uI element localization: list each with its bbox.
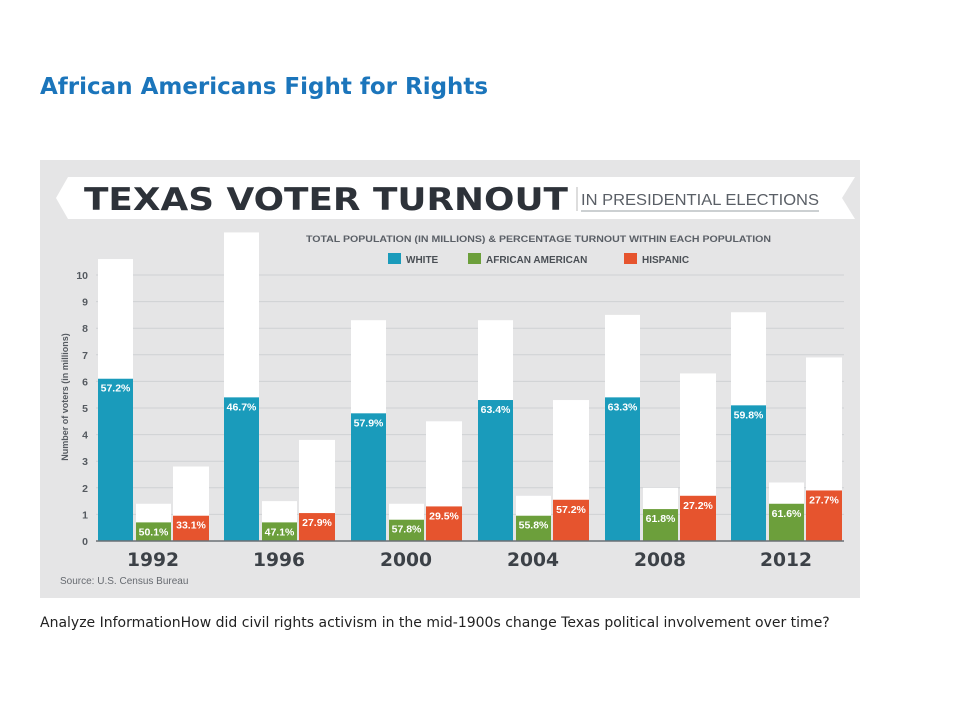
voter-bar	[605, 397, 640, 541]
chart-title-suffix: IN PRESIDENTIAL ELECTIONS	[581, 192, 819, 209]
legend-label: HISPANIC	[642, 255, 689, 266]
legend-swatch	[468, 253, 481, 264]
voter-bar	[478, 400, 513, 541]
y-tick-label: 9	[82, 297, 88, 309]
y-tick-label: 4	[82, 430, 88, 442]
voter-bar	[643, 509, 678, 541]
turnout-label: 33.1%	[176, 520, 206, 532]
title-banner	[56, 177, 855, 219]
chart-title: TEXAS VOTER TURNOUT	[84, 182, 568, 218]
turnout-label: 55.8%	[519, 520, 549, 532]
turnout-label: 59.8%	[734, 409, 764, 421]
turnout-label: 29.5%	[429, 510, 459, 522]
voter-bar	[426, 506, 462, 541]
legend-label: AFRICAN AMERICAN	[486, 255, 587, 266]
voter-bar	[389, 519, 424, 541]
turnout-label: 47.1%	[265, 526, 295, 538]
turnout-label: 27.2%	[683, 500, 713, 512]
y-tick-label: 2	[82, 483, 88, 495]
turnout-label: 57.2%	[556, 504, 586, 516]
voter-bar	[731, 405, 766, 541]
y-tick-label: 0	[82, 536, 88, 548]
voter-bar	[299, 513, 335, 541]
caption: Analyze InformationHow did civil rights …	[40, 615, 830, 631]
chart-subtitle: TOTAL POPULATION (IN MILLIONS) & PERCENT…	[306, 234, 771, 245]
voter-bar	[553, 499, 589, 541]
x-tick-label: 1996	[253, 549, 305, 571]
turnout-label: 61.8%	[646, 513, 676, 525]
voter-bar	[351, 413, 386, 541]
source-note: Source: U.S. Census Bureau	[60, 576, 188, 587]
turnout-label: 57.2%	[101, 383, 131, 395]
turnout-label: 57.9%	[354, 417, 384, 429]
bars: 57.2% 50.1% 33.1% 46.7% 47.1% 27.9% 57.9% 57.8%…	[98, 232, 842, 541]
legend-label: WHITE	[406, 255, 439, 266]
voter-turnout-chart: TEXAS VOTER TURNOUT IN PRESIDENTIAL ELEC…	[40, 160, 860, 598]
legend-swatch	[388, 253, 401, 264]
x-tick-label: 2008	[634, 549, 686, 571]
turnout-label: 61.6%	[772, 508, 802, 520]
y-tick-label: 10	[76, 270, 88, 282]
voter-bar	[806, 490, 842, 541]
voter-bar	[224, 397, 259, 541]
legend-swatch	[624, 253, 637, 264]
chart-svg: TEXAS VOTER TURNOUT IN PRESIDENTIAL ELEC…	[40, 160, 860, 598]
voter-bar	[769, 503, 804, 541]
legend: WHITE AFRICAN AMERICAN HISPANIC	[388, 253, 689, 266]
y-axis-label: Number of voters (in millions)	[60, 333, 70, 461]
y-tick-label: 3	[82, 456, 88, 468]
voter-bar	[173, 515, 209, 541]
turnout-label: 50.1%	[139, 526, 169, 538]
y-tick-label: 8	[82, 323, 88, 335]
y-axis: 0 1 2 3 4 5 6 7 8 9 10	[76, 270, 88, 548]
x-tick-label: 2004	[507, 549, 559, 571]
y-tick-label: 6	[82, 376, 88, 388]
y-tick-label: 7	[82, 350, 88, 362]
y-tick-label: 1	[82, 509, 88, 521]
turnout-label: 27.9%	[302, 517, 332, 529]
turnout-label: 63.4%	[481, 404, 511, 416]
turnout-label: 46.7%	[227, 401, 257, 413]
y-tick-label: 5	[82, 403, 88, 415]
turnout-label: 57.8%	[392, 524, 422, 536]
voter-bar	[516, 515, 551, 541]
x-tick-label: 2000	[380, 549, 432, 571]
x-tick-label: 2012	[760, 549, 812, 571]
voter-bar	[680, 495, 716, 541]
slide-title: African Americans Fight for Rights	[40, 74, 489, 100]
gridlines	[96, 274, 844, 542]
x-axis: 1992 1996 2000 2004 2008 2012	[96, 540, 844, 571]
turnout-label: 27.7%	[809, 494, 839, 506]
voter-bar	[136, 522, 171, 541]
x-tick-label: 1992	[127, 549, 179, 571]
turnout-label: 63.3%	[608, 401, 638, 413]
voter-bar	[262, 522, 297, 541]
voter-bar	[98, 378, 133, 541]
